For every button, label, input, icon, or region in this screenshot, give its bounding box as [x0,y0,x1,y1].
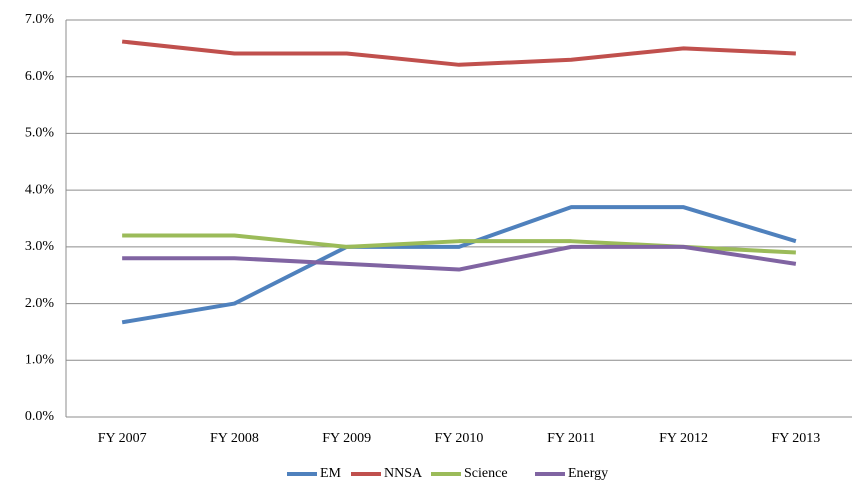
x-tick-label: FY 2012 [659,431,708,446]
x-tick-label: FY 2008 [210,431,259,446]
y-tick-label: 4.0% [25,182,55,197]
y-tick-label: 7.0% [25,12,55,27]
legend-label: NNSA [384,466,423,481]
line-series [121,39,796,67]
x-tick-label: FY 2010 [435,431,484,446]
line-series [121,205,797,325]
y-tick-label: 6.0% [25,69,55,84]
line-series [122,244,797,272]
x-tick-label: FY 2007 [98,431,147,446]
x-tick-label: FY 2011 [547,431,595,446]
x-tick-label: FY 2013 [771,431,820,446]
legend-label: EM [320,466,342,481]
legend-label: Science [464,466,508,481]
y-tick-label: 3.0% [25,239,55,254]
y-tick-label: 5.0% [25,126,55,141]
legend-label: Energy [568,466,608,481]
y-tick-label: 2.0% [25,296,55,311]
y-tick-label: 0.0% [25,409,55,424]
y-tick-label: 1.0% [25,353,55,368]
x-tick-label: FY 2009 [322,431,371,446]
